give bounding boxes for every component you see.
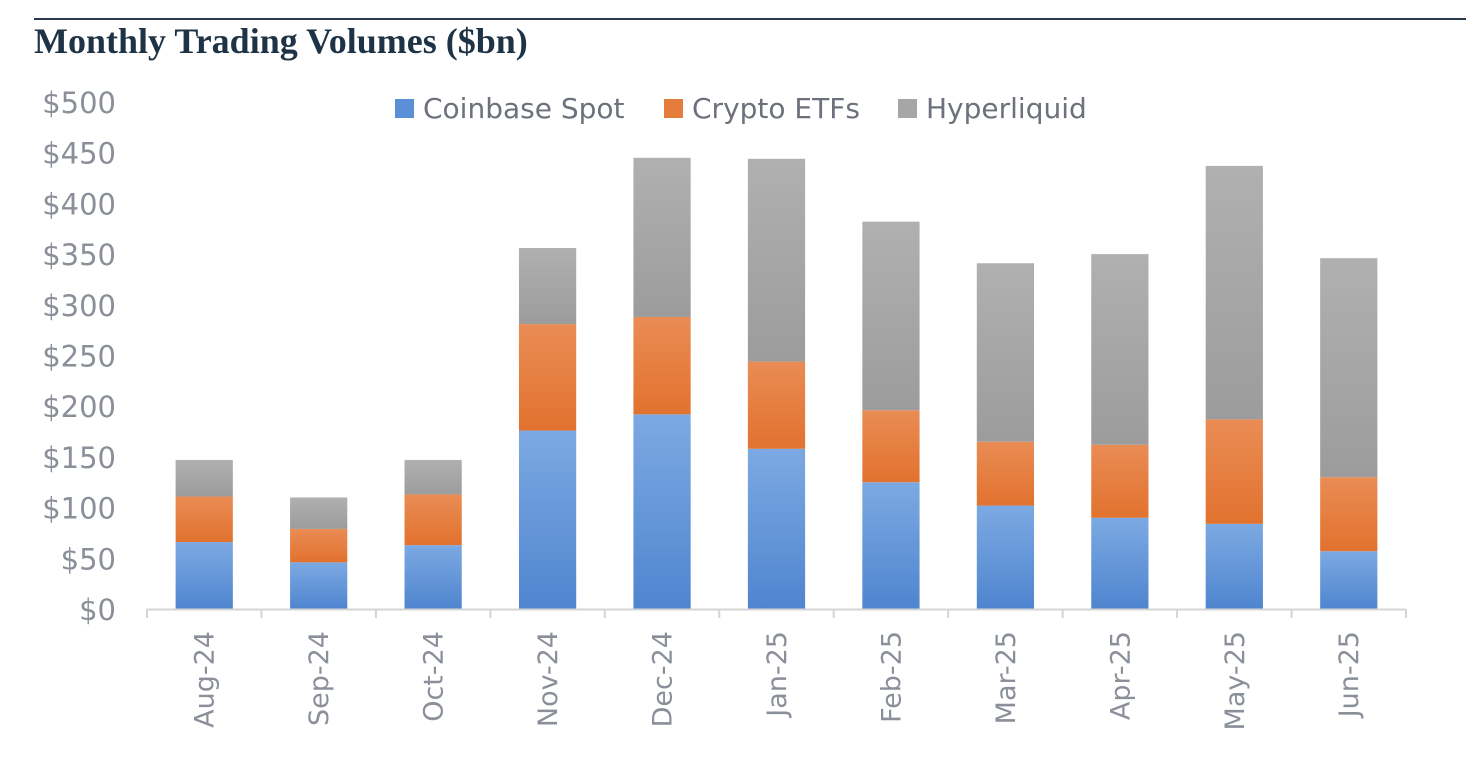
bar-segment-coinbase-spot <box>1205 523 1263 609</box>
top-rule <box>34 18 1466 20</box>
bar-segment-coinbase-spot <box>747 448 806 609</box>
bar-segment-crypto-etfs <box>633 316 691 415</box>
x-tick-label: Jan-25 <box>762 631 793 719</box>
y-tick-label: $50 <box>61 542 116 576</box>
bars <box>175 157 1378 609</box>
x-tick-label: May-25 <box>1220 631 1251 730</box>
legend-label: Hyperliquid <box>926 92 1087 125</box>
bar-segment-coinbase-spot <box>404 545 462 609</box>
chart-title: Monthly Trading Volumes ($bn) <box>34 21 528 61</box>
bar-segment-coinbase-spot <box>1320 551 1378 609</box>
bar-segment-hyperliquid <box>633 157 691 317</box>
bar-segment-coinbase-spot <box>518 430 577 609</box>
bar-segment-hyperliquid <box>175 459 233 497</box>
bar-segment-coinbase-spot <box>633 414 691 609</box>
bar-segment-coinbase-spot <box>290 562 348 609</box>
y-tick-label: $100 <box>42 492 116 526</box>
y-tick-label: $250 <box>42 340 116 374</box>
bar-segment-hyperliquid <box>518 248 577 325</box>
legend-label: Crypto ETFs <box>692 92 860 125</box>
legend-label: Coinbase Spot <box>423 92 625 125</box>
x-tick-label: Dec-24 <box>647 631 678 727</box>
x-tick-label: Oct-24 <box>419 631 450 722</box>
bar-segment-coinbase-spot <box>862 482 920 609</box>
x-tick-label: Mar-25 <box>991 631 1022 724</box>
bar-segment-crypto-etfs <box>747 361 806 449</box>
bar-segment-coinbase-spot <box>1091 517 1149 609</box>
bar-segment-hyperliquid <box>404 459 462 495</box>
bar-segment-hyperliquid <box>1320 258 1378 478</box>
bar-segment-crypto-etfs <box>404 494 462 546</box>
bar-segment-hyperliquid <box>747 158 806 362</box>
y-tick-label: $150 <box>42 441 116 475</box>
bar-segment-crypto-etfs <box>175 496 233 543</box>
x-tick-label: Jun-25 <box>1334 631 1365 719</box>
y-tick-label: $400 <box>42 187 116 221</box>
bar-segment-crypto-etfs <box>1091 444 1149 518</box>
x-axis: Aug-24 Sep-24 Oct-24 Nov-24 Dec-24 Jan-25 Feb-… <box>146 608 1407 730</box>
bar-segment-hyperliquid <box>1091 254 1149 445</box>
bar-segment-crypto-etfs <box>290 528 348 563</box>
y-axis: $0 $50 $100 $150 $200 $250 $300 $350 $400 $450 $50… <box>42 86 116 627</box>
y-tick-label: $0 <box>79 593 116 627</box>
legend: Coinbase Spot Crypto ETFs Hyperliquid <box>395 92 1087 125</box>
y-tick-label: $450 <box>42 137 116 171</box>
bar-segment-crypto-etfs <box>1205 419 1263 524</box>
legend-swatch <box>898 99 917 118</box>
y-tick-label: $350 <box>42 238 116 272</box>
bar-segment-hyperliquid <box>290 497 348 529</box>
x-tick-label: Apr-25 <box>1105 631 1136 720</box>
bar-segment-coinbase-spot <box>175 542 233 609</box>
bar-segment-hyperliquid <box>862 221 920 411</box>
y-tick-label: $200 <box>42 390 116 424</box>
legend-swatch <box>395 99 414 118</box>
x-tick-label: Sep-24 <box>304 631 335 726</box>
y-tick-label: $300 <box>42 289 116 323</box>
bar-segment-hyperliquid <box>1205 165 1263 420</box>
bar-segment-coinbase-spot <box>976 505 1035 609</box>
bar-segment-crypto-etfs <box>976 441 1035 506</box>
y-tick-label: $500 <box>42 86 116 120</box>
x-tick-label: Nov-24 <box>533 631 564 727</box>
bar-segment-crypto-etfs <box>518 324 577 431</box>
bar-segment-crypto-etfs <box>1320 477 1378 552</box>
x-tick-label: Aug-24 <box>190 631 221 728</box>
bar-segment-crypto-etfs <box>862 410 920 483</box>
bar-segment-hyperliquid <box>976 263 1035 442</box>
legend-swatch <box>664 99 683 118</box>
x-tick-label: Feb-25 <box>876 631 907 723</box>
